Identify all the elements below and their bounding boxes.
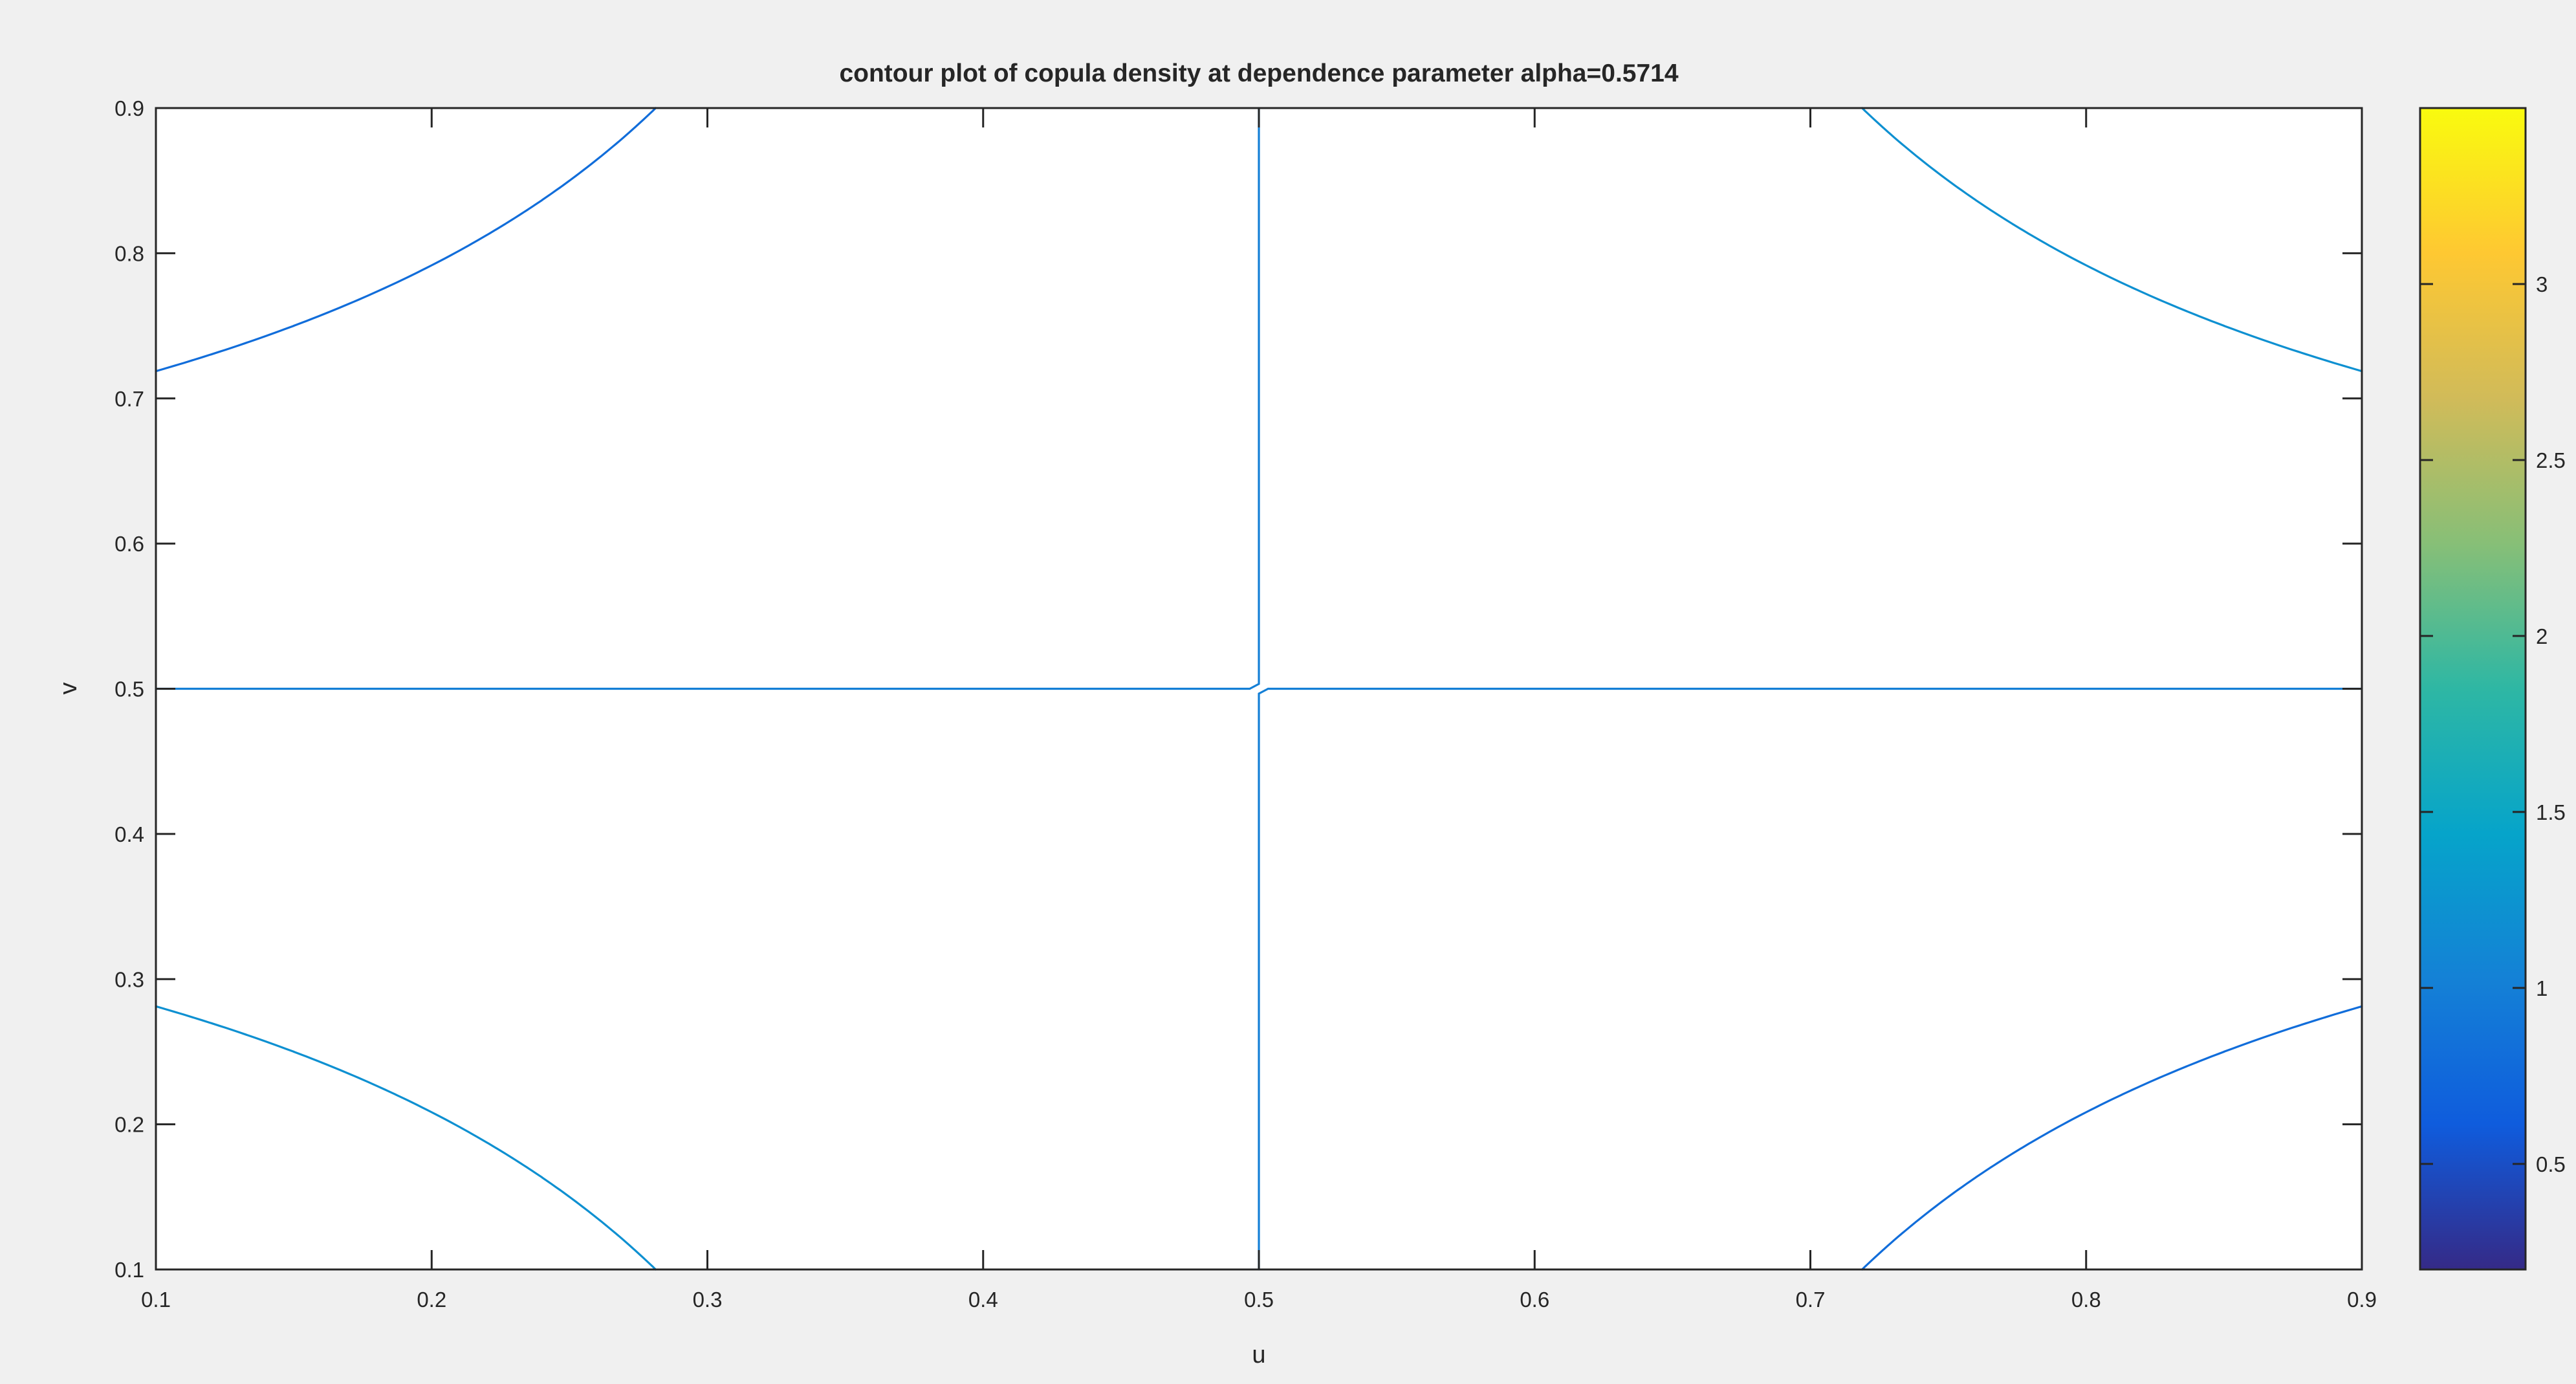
x-tick-label: 0.8: [2071, 1288, 2101, 1312]
colorbar-tick-label: 1: [2536, 976, 2548, 1000]
x-tick-label: 0.4: [968, 1288, 998, 1312]
y-tick-label: 0.7: [115, 387, 144, 411]
axis-ticks: 0.1 0.2 0.3 0.4 0.5 0.6 0.7 0.8 0.9 0.1 0.2 0.3 0.4 0…: [115, 96, 2377, 1312]
colorbar-tick-label: 1.5: [2536, 800, 2566, 824]
y-axis-label: v: [55, 683, 82, 695]
y-tick-label: 0.4: [115, 822, 144, 846]
colorbar-tick-label: 3: [2536, 272, 2548, 296]
x-tick-label: 0.9: [2347, 1288, 2377, 1312]
x-axis-label: u: [1252, 1341, 1265, 1368]
contour-line-6: [155, 107, 2363, 1271]
colorbar-tick-label: 2: [2536, 624, 2548, 648]
colorbar-tick-label: 2.5: [2536, 448, 2566, 472]
colorbar: [2419, 107, 2527, 1271]
y-tick-label: 0.5: [115, 677, 144, 701]
y-tick-label: 0.3: [115, 967, 144, 991]
y-tick-label: 0.1: [115, 1258, 144, 1282]
y-tick-label: 0.2: [115, 1113, 144, 1137]
colorbar-ticks: 0.5 1 1.5 2 2.5 3: [2420, 272, 2566, 1176]
x-tick-label: 0.5: [1244, 1288, 1274, 1312]
chart-title: contour plot of copula density at depend…: [839, 60, 1678, 87]
x-tick-label: 0.3: [693, 1288, 723, 1312]
x-tick-label: 0.1: [141, 1288, 171, 1312]
contour-lines: [155, 107, 2363, 1271]
y-tick-label: 0.9: [115, 96, 144, 120]
colorbar-tick-label: 0.5: [2536, 1152, 2566, 1176]
y-tick-label: 0.6: [115, 532, 144, 556]
x-tick-label: 0.2: [417, 1288, 446, 1312]
x-tick-label: 0.6: [1520, 1288, 1549, 1312]
y-tick-label: 0.8: [115, 241, 144, 265]
contour-line-4: [155, 107, 2363, 1271]
x-tick-label: 0.7: [1796, 1288, 1826, 1312]
